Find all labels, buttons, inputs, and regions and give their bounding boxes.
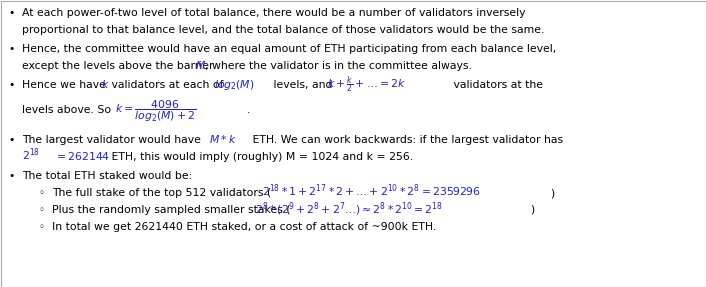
Text: In total we get 2621440 ETH staked, or a cost of attack of ~900k ETH.: In total we get 2621440 ETH staked, or a…	[52, 222, 436, 232]
Text: At each power-of-two level of total balance, there would be a number of validato: At each power-of-two level of total bala…	[22, 8, 525, 18]
Text: •: •	[8, 135, 14, 145]
Text: validators at the: validators at the	[450, 80, 543, 90]
Text: The full stake of the top 512 validators (: The full stake of the top 512 validators…	[52, 188, 271, 198]
Text: $2^8*(2^9+2^8+2^7\ldots) \approx 2^8*2^{10} = 2^{18}$: $2^8*(2^9+2^8+2^7\ldots) \approx 2^8*2^{…	[255, 200, 443, 218]
Text: , where the validator is in the committee always.: , where the validator is in the committe…	[205, 61, 472, 71]
Text: Hence we have: Hence we have	[22, 80, 109, 90]
Text: ): )	[530, 205, 534, 215]
Text: Plus the randomly sampled smaller stakes (: Plus the randomly sampled smaller stakes…	[52, 205, 290, 215]
Text: $M * k$: $M * k$	[209, 133, 237, 145]
Text: $\mathit{log}_2(M)$: $\mathit{log}_2(M)$	[214, 78, 255, 92]
Text: .: .	[247, 105, 251, 115]
Text: The total ETH staked would be:: The total ETH staked would be:	[22, 171, 192, 181]
Text: $k + \frac{k}{2}+\ldots= 2k$: $k + \frac{k}{2}+\ldots= 2k$	[327, 74, 406, 96]
Text: •: •	[8, 80, 14, 90]
Text: $= 262144$: $= 262144$	[54, 150, 110, 162]
Text: validators at each of: validators at each of	[108, 80, 227, 90]
Text: The largest validator would have: The largest validator would have	[22, 135, 204, 145]
Text: ETH. We can work backwards: if the largest validator has: ETH. We can work backwards: if the large…	[249, 135, 563, 145]
Text: ◦: ◦	[38, 222, 44, 232]
Text: $2^{18}$: $2^{18}$	[22, 147, 40, 163]
Text: ): )	[550, 188, 554, 198]
Text: ◦: ◦	[38, 205, 44, 215]
Text: $k$: $k$	[101, 78, 109, 90]
Text: $2^{18}*1 + 2^{17}*2+\ldots+2^{10}*2^8 = 2359296$: $2^{18}*1 + 2^{17}*2+\ldots+2^{10}*2^8 =…	[262, 183, 481, 199]
Text: $k = \dfrac{4096}{\mathit{log}_2(M)+2}$: $k = \dfrac{4096}{\mathit{log}_2(M)+2}$	[115, 98, 196, 123]
Text: levels, and: levels, and	[270, 80, 336, 90]
Text: Hence, the committee would have an equal amount of ETH participating from each b: Hence, the committee would have an equal…	[22, 44, 556, 54]
Text: except the levels above the barrier: except the levels above the barrier	[22, 61, 217, 71]
Text: proportional to that balance level, and the total balance of those validators wo: proportional to that balance level, and …	[22, 25, 544, 35]
Text: ◦: ◦	[38, 188, 44, 198]
Text: •: •	[8, 171, 14, 181]
Text: •: •	[8, 44, 14, 54]
Text: $M$: $M$	[195, 59, 206, 71]
Text: ETH, this would imply (roughly) M = 1024 and k = 256.: ETH, this would imply (roughly) M = 1024…	[108, 152, 413, 162]
Text: •: •	[8, 8, 14, 18]
Text: levels above. So: levels above. So	[22, 105, 114, 115]
